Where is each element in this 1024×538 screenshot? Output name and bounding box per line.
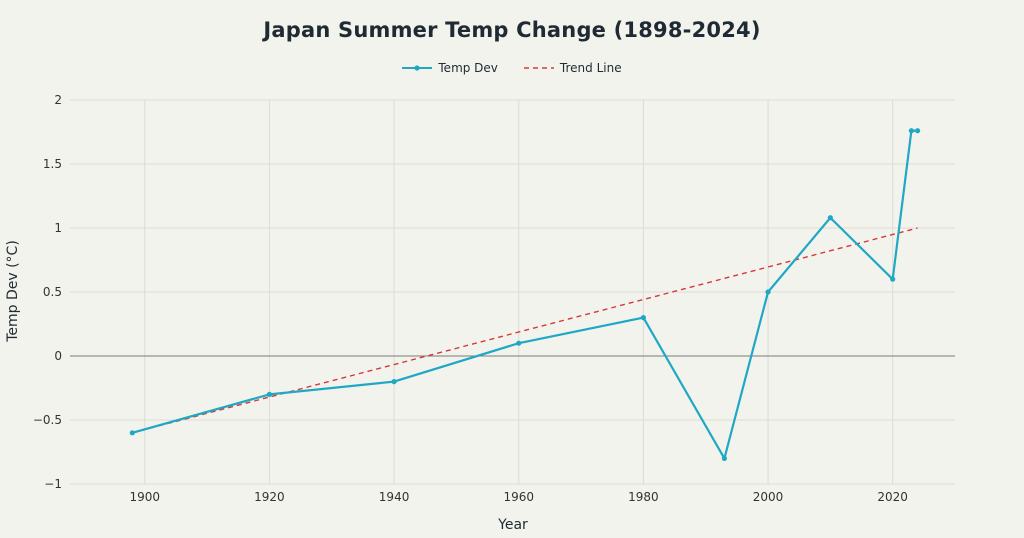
x-tick-label: 1920 — [254, 490, 285, 504]
y-tick-label: 0 — [54, 349, 62, 363]
legend-label-trend-line: Trend Line — [559, 61, 622, 75]
legend-item-trend-line[interactable]: Trend Line — [523, 61, 622, 75]
y-tick-label: 1.5 — [43, 157, 62, 171]
x-tick-label: 1940 — [379, 490, 410, 504]
chart-title: Japan Summer Temp Change (1898-2024) — [263, 18, 761, 42]
temp-dev-point — [721, 455, 728, 461]
temp-dev-point — [915, 128, 921, 134]
y-tick-label: −1 — [44, 477, 62, 491]
temp-dev-point — [516, 340, 522, 346]
temp-dev-point — [890, 276, 896, 282]
legend-swatch-temp-dev — [402, 65, 433, 71]
x-tick-label: 2020 — [877, 490, 908, 504]
temp-dev-point — [129, 430, 135, 436]
y-tick-label: 2 — [54, 93, 62, 107]
temp-dev-line — [132, 129, 918, 460]
temp-dev-point — [266, 391, 273, 397]
y-tick-label: 0.5 — [43, 285, 62, 299]
x-tick-label: 2000 — [753, 490, 784, 504]
temp-dev-point — [908, 128, 914, 134]
trend-line — [132, 227, 918, 434]
legend-swatch-trend-line — [523, 67, 554, 69]
series-layer — [129, 128, 921, 461]
temp-dev-point — [640, 315, 646, 321]
x-tick-label: 1980 — [628, 490, 659, 504]
x-axis-title: Year — [497, 517, 528, 533]
legend-item-temp-dev[interactable]: Temp Dev — [402, 61, 498, 75]
temp-dev-point — [827, 215, 833, 221]
y-tick-label: −0.5 — [33, 413, 62, 427]
y-axis-title: Temp Dev (°C) — [5, 240, 21, 343]
temp-dev-point — [765, 289, 771, 295]
x-tick-label: 1960 — [503, 490, 534, 504]
grid — [70, 99, 955, 485]
y-tick-label: 1 — [54, 221, 62, 235]
legend: Temp Dev Trend Line — [0, 61, 1024, 75]
tick-labels: 1900 1920 1940 1960 1980 2000 2020 −1 −0.5 0 0.5 1 1… — [33, 93, 908, 504]
x-tick-label: 1900 — [130, 490, 161, 504]
temp-dev-point — [391, 379, 397, 385]
legend-label-temp-dev: Temp Dev — [438, 61, 498, 75]
